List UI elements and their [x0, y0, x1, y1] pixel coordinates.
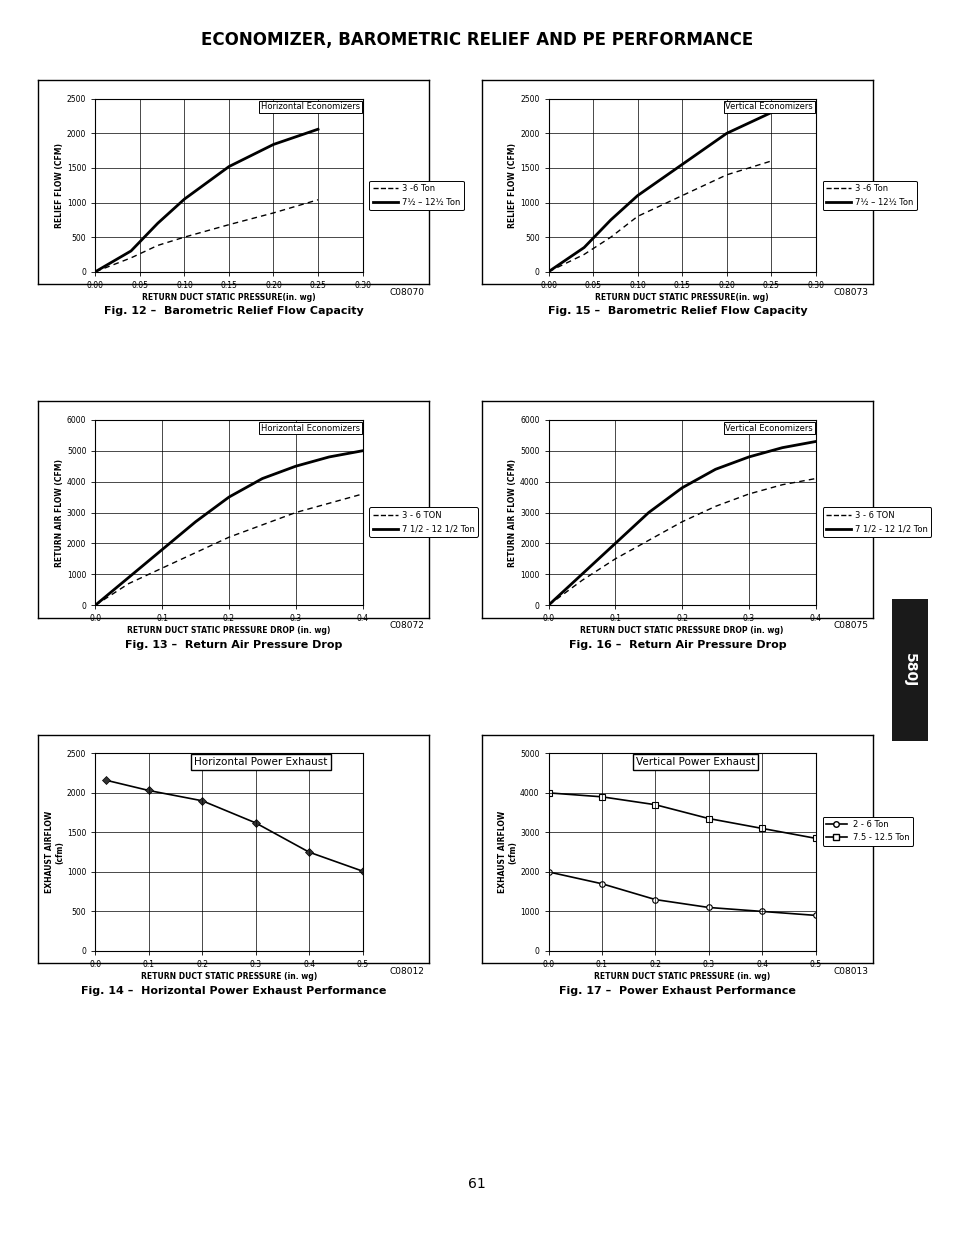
Text: C08072: C08072 — [389, 621, 424, 630]
X-axis label: RETURN DUCT STATIC PRESSURE DROP (in. wg): RETURN DUCT STATIC PRESSURE DROP (in. wg… — [579, 626, 783, 635]
Text: Fig. 17 –  Power Exhaust Performance: Fig. 17 – Power Exhaust Performance — [558, 986, 795, 995]
Text: Fig. 13 –  Return Air Pressure Drop: Fig. 13 – Return Air Pressure Drop — [125, 640, 342, 650]
Y-axis label: EXHAUST AIRFLOW
(cfm): EXHAUST AIRFLOW (cfm) — [497, 811, 517, 893]
Text: C08070: C08070 — [389, 288, 424, 296]
Y-axis label: RETURN AIR FLOW (CFM): RETURN AIR FLOW (CFM) — [508, 458, 517, 567]
Text: Fig. 14 –  Horizontal Power Exhaust Performance: Fig. 14 – Horizontal Power Exhaust Perfo… — [81, 986, 386, 995]
Text: C08073: C08073 — [832, 288, 867, 296]
Y-axis label: RETURN AIR FLOW (CFM): RETURN AIR FLOW (CFM) — [55, 458, 64, 567]
X-axis label: RETURN DUCT STATIC PRESSURE(in. wg): RETURN DUCT STATIC PRESSURE(in. wg) — [595, 293, 768, 301]
Text: Horizontal Economizers: Horizontal Economizers — [260, 424, 359, 432]
Legend: 3 -6 Ton, 7½ – 12½ Ton: 3 -6 Ton, 7½ – 12½ Ton — [369, 180, 463, 210]
Text: Vertical Economizers: Vertical Economizers — [724, 424, 812, 432]
Legend: 3 - 6 TON, 7 1/2 - 12 1/2 Ton: 3 - 6 TON, 7 1/2 - 12 1/2 Ton — [369, 508, 477, 537]
Text: C08012: C08012 — [389, 967, 424, 976]
X-axis label: RETURN DUCT STATIC PRESSURE (in. wg): RETURN DUCT STATIC PRESSURE (in. wg) — [594, 972, 769, 981]
Text: Fig. 15 –  Barometric Relief Flow Capacity: Fig. 15 – Barometric Relief Flow Capacit… — [547, 306, 806, 316]
Text: Horizontal Economizers: Horizontal Economizers — [260, 103, 359, 111]
X-axis label: RETURN DUCT STATIC PRESSURE (in. wg): RETURN DUCT STATIC PRESSURE (in. wg) — [141, 972, 316, 981]
Y-axis label: RELIEF FLOW (CFM): RELIEF FLOW (CFM) — [55, 143, 64, 227]
Text: 61: 61 — [468, 1177, 485, 1191]
Text: Fig. 12 –  Barometric Relief Flow Capacity: Fig. 12 – Barometric Relief Flow Capacit… — [104, 306, 363, 316]
X-axis label: RETURN DUCT STATIC PRESSURE(in. wg): RETURN DUCT STATIC PRESSURE(in. wg) — [142, 293, 315, 301]
Text: ECONOMIZER, BAROMETRIC RELIEF AND PE PERFORMANCE: ECONOMIZER, BAROMETRIC RELIEF AND PE PER… — [201, 31, 752, 49]
Text: C08075: C08075 — [832, 621, 867, 630]
Y-axis label: EXHAUST AIRFLOW
(cfm): EXHAUST AIRFLOW (cfm) — [45, 811, 64, 893]
X-axis label: RETURN DUCT STATIC PRESSURE DROP (in. wg): RETURN DUCT STATIC PRESSURE DROP (in. wg… — [127, 626, 331, 635]
Y-axis label: RELIEF FLOW (CFM): RELIEF FLOW (CFM) — [508, 143, 517, 227]
Text: Horizontal Power Exhaust: Horizontal Power Exhaust — [194, 757, 328, 767]
Legend: 2 - 6 Ton, 7.5 - 12.5 Ton: 2 - 6 Ton, 7.5 - 12.5 Ton — [821, 816, 912, 846]
Legend: 3 -6 Ton, 7½ – 12½ Ton: 3 -6 Ton, 7½ – 12½ Ton — [821, 180, 916, 210]
Text: Vertical Power Exhaust: Vertical Power Exhaust — [635, 757, 755, 767]
Legend: 3 - 6 TON, 7 1/2 - 12 1/2 Ton: 3 - 6 TON, 7 1/2 - 12 1/2 Ton — [821, 508, 930, 537]
Text: Vertical Economizers: Vertical Economizers — [724, 103, 812, 111]
Text: Fig. 16 –  Return Air Pressure Drop: Fig. 16 – Return Air Pressure Drop — [568, 640, 785, 650]
Text: 580J: 580J — [902, 653, 916, 687]
Text: C08013: C08013 — [832, 967, 867, 976]
